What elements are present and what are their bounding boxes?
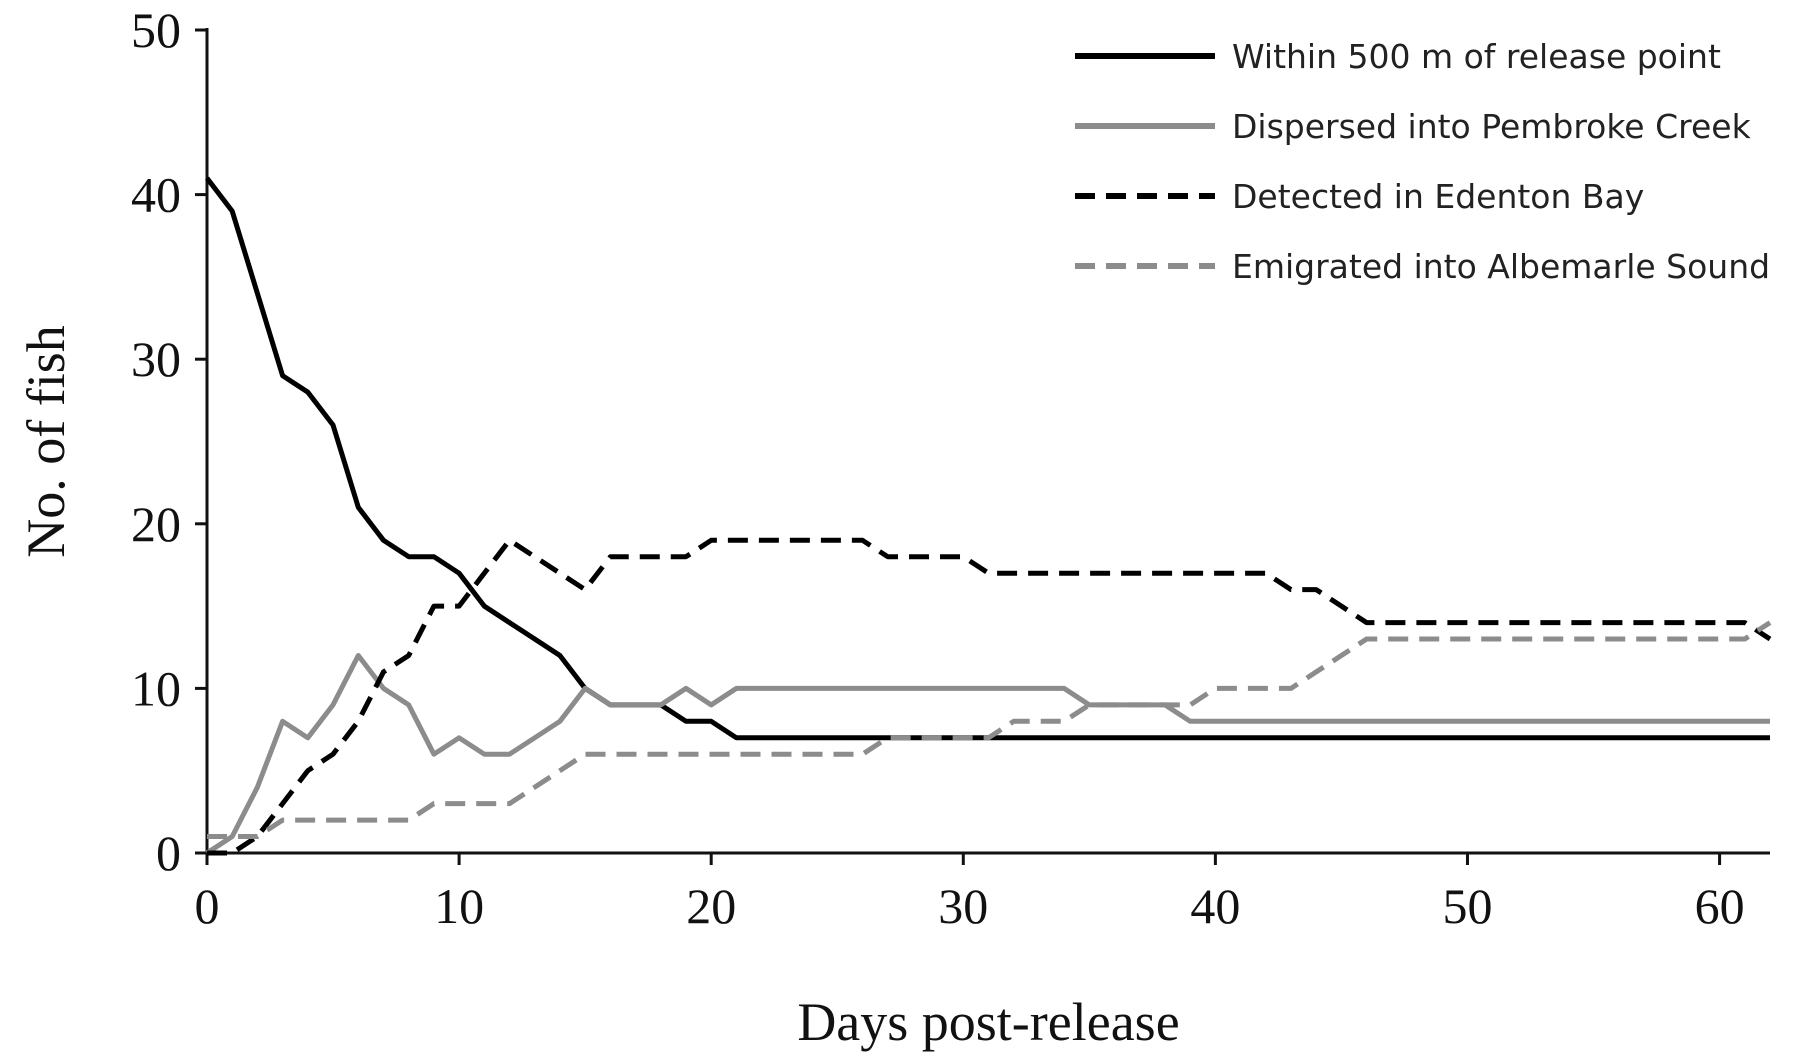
x-tick-label: 10 — [434, 878, 484, 934]
x-axis-title: Days post-release — [797, 992, 1179, 1052]
legend-label-4: Emigrated into Albemarle Sound — [1232, 247, 1770, 286]
y-axis-title: No. of fish — [16, 325, 76, 557]
series-line-4 — [207, 620, 1772, 839]
x-tick-label: 50 — [1442, 878, 1492, 934]
series-line-3 — [207, 537, 1772, 856]
legend-label-3: Detected in Edenton Bay — [1232, 177, 1644, 216]
axes — [205, 28, 1770, 855]
y-tick-label: 30 — [131, 331, 181, 387]
x-tick-label: 20 — [686, 878, 736, 934]
x-tick-label: 40 — [1190, 878, 1240, 934]
y-tick-label: 40 — [131, 167, 181, 223]
legend: Within 500 m of release point Dispersed i… — [1075, 37, 1770, 286]
axis-ticks: 0 10 20 30 40 50 0 10 20 30 40 50 60 — [131, 2, 1745, 934]
y-tick-label: 10 — [131, 660, 181, 716]
y-tick-label: 20 — [131, 496, 181, 552]
series-line-2 — [205, 653, 1770, 856]
x-tick-label: 30 — [938, 878, 988, 934]
x-tick-label: 0 — [195, 878, 220, 934]
plot-area — [205, 176, 1772, 856]
legend-label-2: Dispersed into Pembroke Creek — [1232, 107, 1752, 146]
legend-label-1: Within 500 m of release point — [1232, 37, 1721, 76]
x-tick-label: 60 — [1695, 878, 1745, 934]
y-tick-label: 0 — [156, 825, 181, 881]
y-tick-label: 50 — [131, 2, 181, 58]
